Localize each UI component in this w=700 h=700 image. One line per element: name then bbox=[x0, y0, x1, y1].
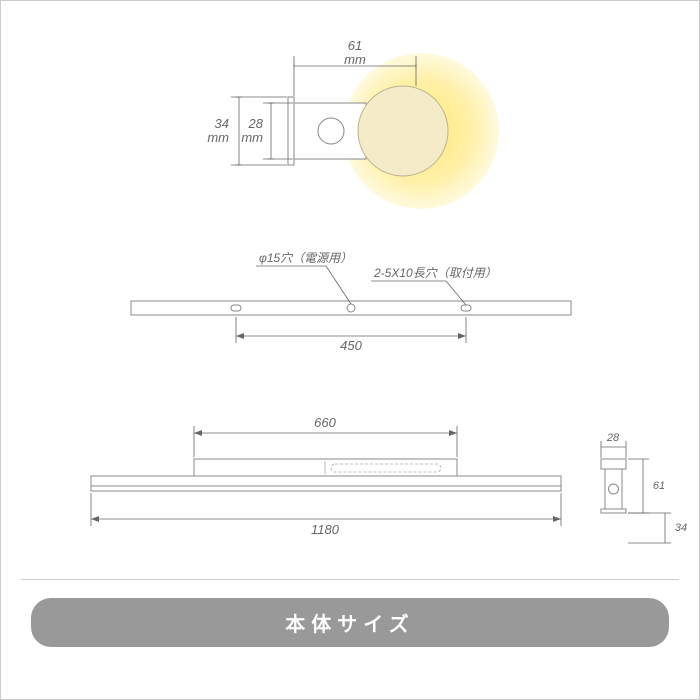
plan-note-phi15: φ15穴（電源用） bbox=[259, 251, 352, 265]
top-h34-unit: mm bbox=[207, 130, 229, 145]
front-rail bbox=[91, 476, 561, 486]
side-plate bbox=[601, 459, 626, 469]
plan-bar bbox=[131, 301, 571, 315]
divider bbox=[21, 579, 679, 580]
side-d34: 34 bbox=[675, 522, 687, 534]
top-h28-unit: mm bbox=[241, 130, 263, 145]
top-h28-value: 28 bbox=[248, 116, 264, 131]
side-d61: 61 bbox=[653, 480, 665, 492]
top-width-unit: mm bbox=[344, 52, 366, 67]
bulb-globe bbox=[358, 86, 448, 176]
plan-note-slot: 2-5X10長穴（取付用） bbox=[373, 266, 497, 280]
top-view-diagram: 61 mm 34 mm 28 mm bbox=[1, 1, 700, 231]
front-rail-lower bbox=[91, 486, 561, 491]
front-span-660: 660 bbox=[314, 415, 336, 430]
side-d28: 28 bbox=[606, 432, 620, 444]
front-body bbox=[194, 459, 457, 476]
front-span-1180: 1180 bbox=[311, 522, 340, 537]
top-h34-value: 34 bbox=[215, 116, 229, 131]
bracket-backplate bbox=[288, 97, 294, 165]
bracket-body bbox=[294, 103, 366, 159]
side-base bbox=[601, 509, 626, 513]
top-width-value: 61 bbox=[348, 38, 362, 53]
plan-span-450: 450 bbox=[340, 338, 362, 353]
plan-view-diagram: φ15穴（電源用） 2-5X10長穴（取付用） 450 bbox=[1, 231, 700, 371]
footer-label: 本体サイズ bbox=[31, 598, 669, 647]
front-view-diagram: 660 1180 28 61 bbox=[1, 371, 700, 571]
side-tube bbox=[605, 469, 622, 509]
